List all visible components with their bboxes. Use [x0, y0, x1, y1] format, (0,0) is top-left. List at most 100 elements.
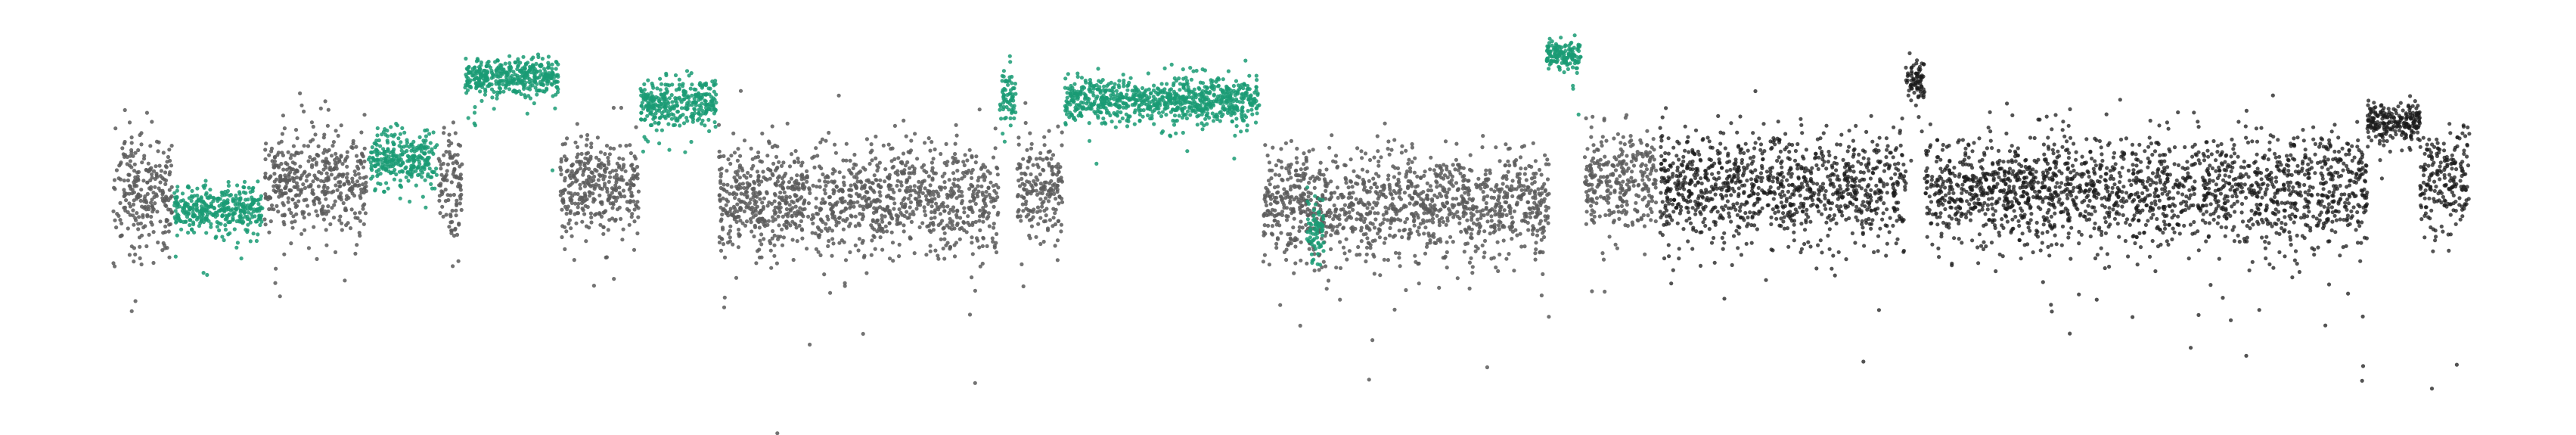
data-point	[1038, 241, 1043, 247]
data-point	[1333, 154, 1339, 158]
data-point	[1262, 230, 1266, 235]
data-point	[895, 222, 899, 226]
data-point	[442, 153, 446, 157]
data-point	[762, 222, 766, 227]
data-point	[294, 181, 299, 185]
data-point	[1450, 203, 1454, 207]
data-point	[357, 231, 362, 235]
data-point	[129, 151, 134, 155]
data-point	[912, 171, 917, 176]
data-point	[790, 199, 794, 204]
data-point	[359, 130, 364, 135]
data-point	[559, 167, 563, 172]
data-point	[145, 191, 150, 196]
data-point	[437, 194, 442, 198]
data-point	[1411, 219, 1417, 224]
data-point	[1629, 138, 1634, 143]
data-point	[217, 204, 222, 208]
data-point	[165, 160, 169, 164]
data-point	[1307, 180, 1311, 185]
data-point	[225, 214, 230, 219]
data-point	[1476, 176, 1481, 181]
data-point	[340, 162, 345, 166]
data-point	[1473, 249, 1478, 253]
data-point	[892, 123, 897, 128]
data-point	[495, 74, 499, 79]
data-point	[973, 288, 977, 293]
data-point	[906, 197, 911, 201]
data-point	[1545, 177, 1550, 182]
data-point	[767, 141, 771, 145]
data-point	[1467, 286, 1472, 291]
data-point	[853, 214, 858, 219]
data-point	[1017, 184, 1023, 188]
data-point	[1020, 202, 1025, 207]
data-point	[1507, 204, 1511, 210]
data-point	[1584, 210, 1589, 214]
data-point	[451, 264, 455, 269]
data-point	[795, 239, 799, 244]
data-point	[117, 163, 122, 168]
data-point	[966, 214, 970, 219]
data-point	[1059, 176, 1063, 180]
data-point	[728, 191, 732, 196]
data-point	[1413, 156, 1417, 160]
data-point	[145, 214, 150, 219]
data-point	[735, 172, 740, 177]
data-point	[215, 225, 219, 229]
data-point	[756, 173, 761, 179]
data-point	[418, 146, 423, 151]
data-point	[959, 190, 964, 194]
data-point	[590, 171, 595, 176]
data-point	[973, 381, 977, 385]
data-point	[427, 162, 431, 166]
data-point	[1482, 238, 1488, 243]
data-point	[169, 144, 174, 148]
data-point	[860, 217, 864, 222]
data-point	[966, 220, 970, 225]
data-point	[575, 178, 579, 182]
data-point	[1468, 153, 1473, 157]
data-point	[1625, 203, 1629, 207]
data-point	[334, 151, 338, 156]
data-point	[1476, 217, 1480, 222]
data-point	[857, 237, 861, 241]
data-point	[1457, 163, 1461, 167]
data-point	[630, 194, 635, 198]
data-point	[635, 204, 639, 209]
data-point	[1491, 256, 1496, 260]
data-point	[995, 195, 1000, 200]
data-point	[362, 187, 367, 192]
data-point	[1639, 216, 1643, 220]
data-point	[1514, 158, 1519, 163]
data-point	[1585, 147, 1590, 151]
data-point	[422, 151, 427, 156]
data-point	[1593, 173, 1597, 178]
data-point	[1466, 179, 1470, 183]
data-point	[438, 211, 442, 216]
data-point	[718, 248, 724, 253]
data-point	[1479, 186, 1483, 191]
data-point	[717, 235, 722, 239]
data-point	[1025, 148, 1029, 152]
data-point	[802, 187, 806, 191]
data-point	[594, 212, 599, 216]
data-point	[1590, 176, 1594, 180]
data-point	[810, 231, 815, 235]
data-point	[790, 219, 795, 224]
data-point	[146, 169, 151, 173]
data-point	[169, 210, 174, 215]
data-point	[207, 210, 212, 215]
data-point	[790, 238, 795, 242]
data-point	[597, 193, 602, 197]
data-point	[249, 206, 253, 210]
data-point	[1441, 188, 1445, 192]
data-point	[489, 76, 494, 80]
data-point	[1378, 189, 1383, 194]
data-point	[1262, 253, 1267, 257]
data-point	[1421, 220, 1426, 225]
data-point	[837, 241, 842, 245]
data-point	[1341, 225, 1346, 230]
data-point	[1589, 212, 1594, 217]
data-point	[358, 233, 362, 238]
